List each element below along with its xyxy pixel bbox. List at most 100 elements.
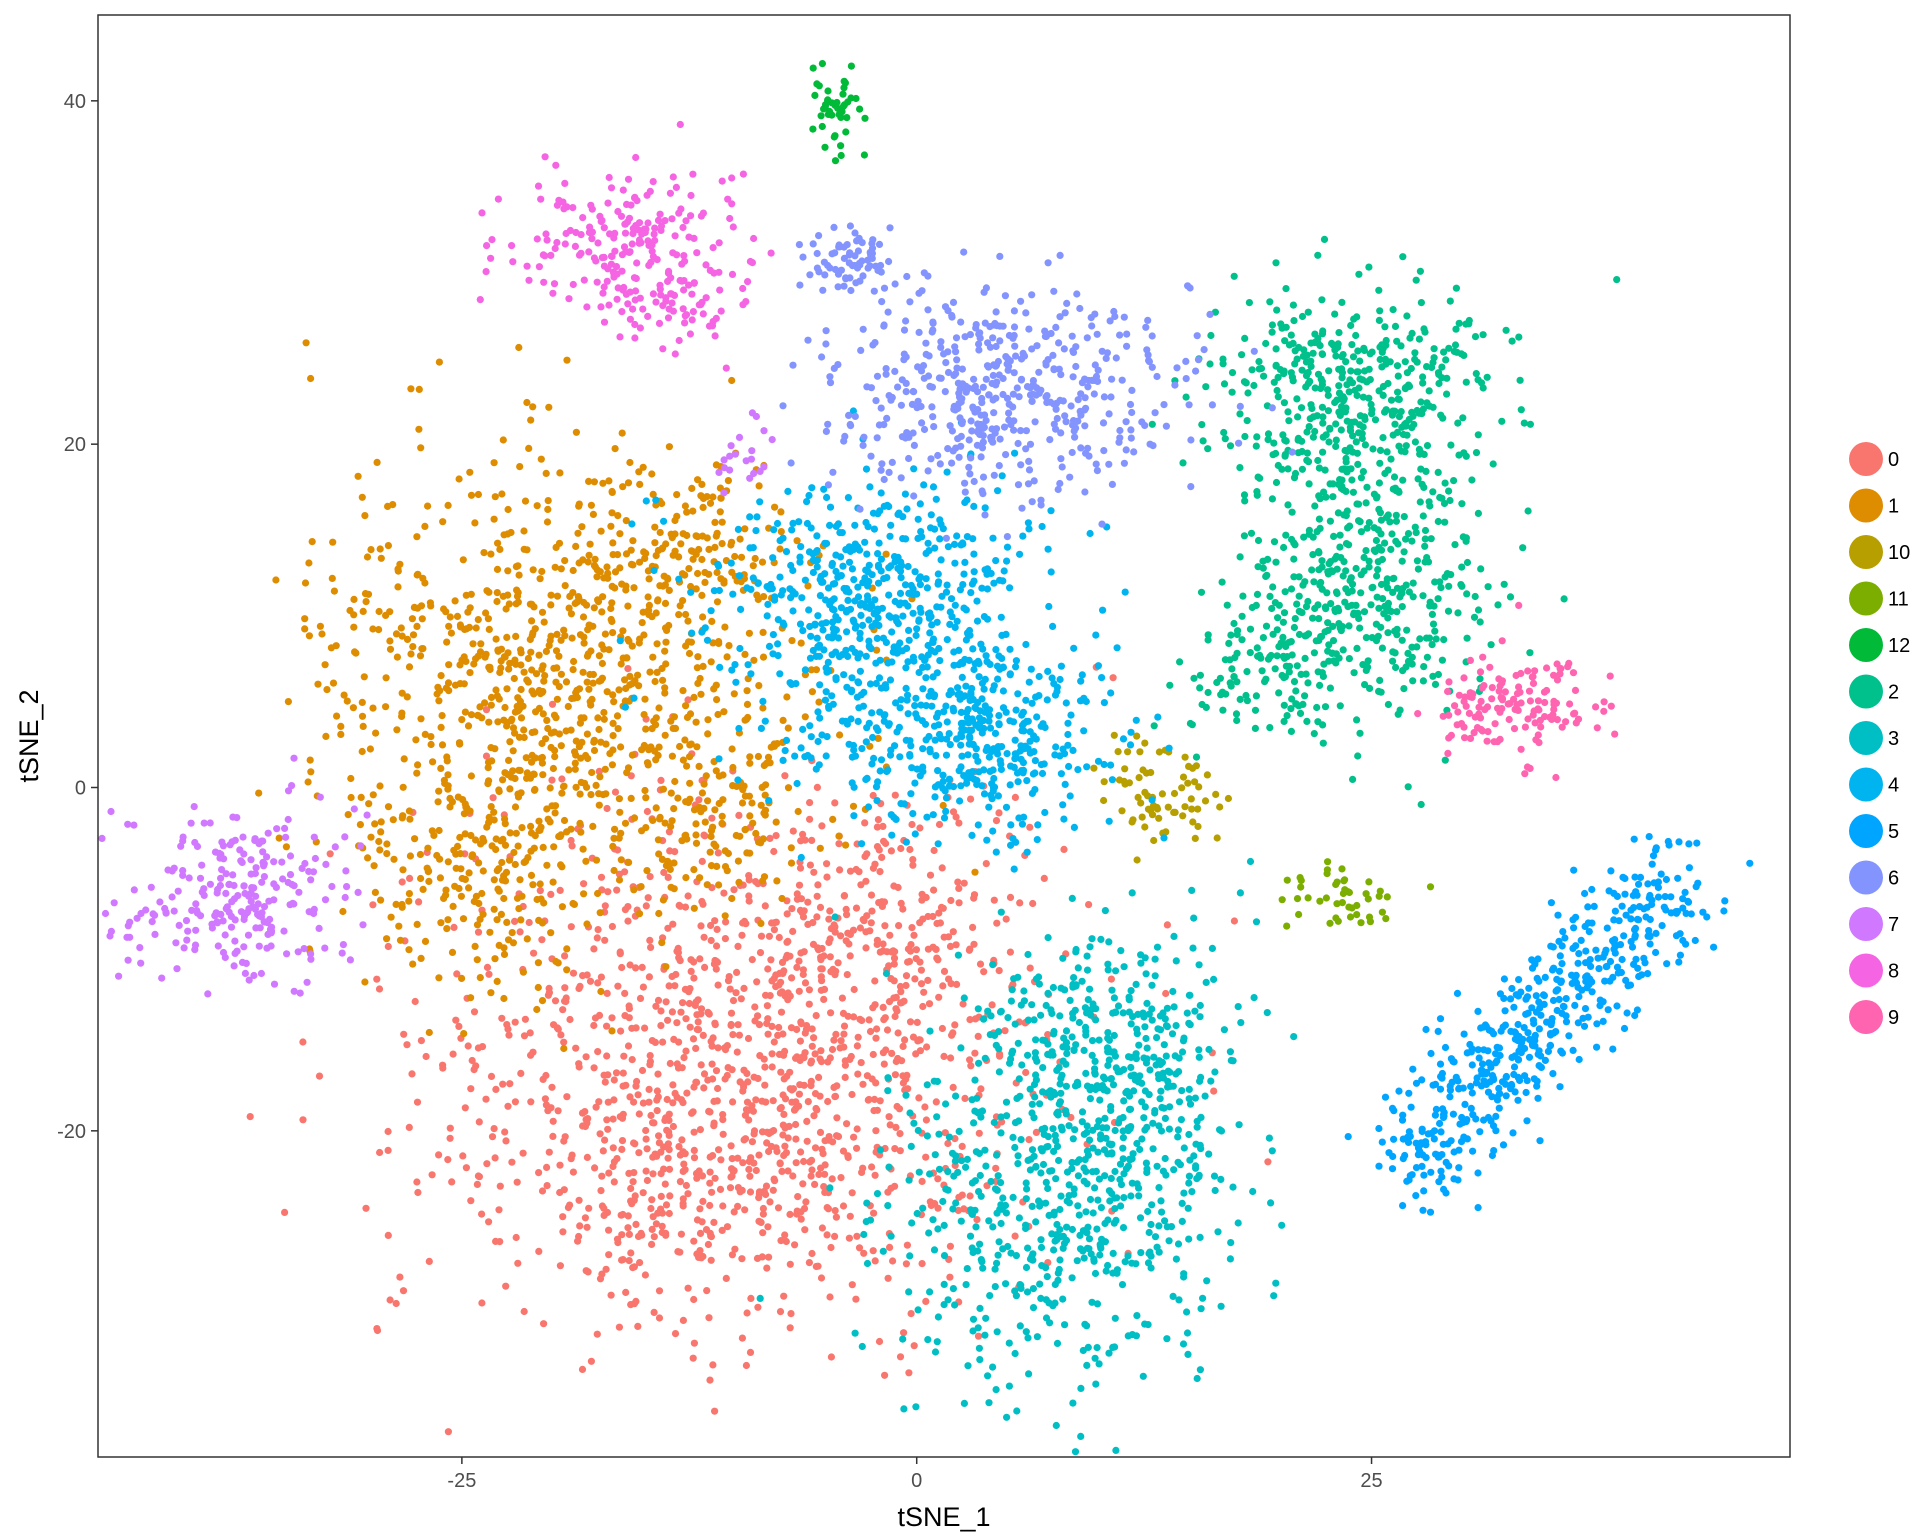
data-point (1141, 954, 1149, 962)
data-point (868, 1163, 876, 1171)
data-point (923, 1081, 931, 1089)
data-point (966, 1232, 975, 1240)
data-point (1136, 1072, 1144, 1080)
data-point (1374, 526, 1382, 534)
data-point (818, 122, 826, 131)
data-point (1434, 468, 1442, 476)
data-point (403, 635, 412, 644)
data-point (862, 928, 870, 936)
data-point (1345, 541, 1353, 549)
data-point (995, 1068, 1004, 1076)
data-point (376, 545, 384, 553)
data-point (766, 1198, 774, 1206)
data-point (698, 857, 706, 866)
data-point (574, 1237, 582, 1245)
data-point (651, 677, 659, 686)
data-point (538, 608, 547, 616)
data-point (671, 848, 679, 856)
data-point (1065, 1181, 1073, 1189)
data-point (1096, 1096, 1104, 1104)
data-point (1292, 700, 1300, 708)
data-point (1384, 614, 1392, 622)
data-point (405, 890, 413, 898)
cluster-10-points (1090, 731, 1232, 864)
data-point (508, 1158, 516, 1166)
data-point (636, 1259, 644, 1267)
data-point (608, 599, 616, 607)
data-point (831, 1092, 840, 1100)
data-point (1133, 1139, 1141, 1148)
data-point (608, 761, 617, 769)
data-point (561, 952, 569, 960)
data-point (501, 1128, 509, 1136)
data-point (1036, 1100, 1044, 1108)
data-point (500, 994, 508, 1003)
data-point (609, 842, 617, 851)
data-point (682, 610, 690, 619)
data-point (704, 1008, 712, 1017)
data-point (648, 1240, 656, 1248)
data-point (500, 894, 508, 903)
data-point (1324, 386, 1332, 394)
data-point (695, 762, 703, 771)
data-point (1241, 334, 1249, 342)
data-point (1443, 374, 1451, 382)
data-point (657, 1205, 665, 1213)
data-point (730, 886, 738, 894)
data-point (1101, 907, 1109, 915)
data-point (644, 894, 652, 902)
data-point (465, 869, 473, 877)
data-point (575, 743, 584, 751)
data-point (474, 928, 483, 936)
data-point (1201, 797, 1210, 805)
data-point (859, 1164, 867, 1172)
data-point (315, 1072, 324, 1080)
data-point (1253, 590, 1262, 599)
data-point (1319, 739, 1327, 747)
data-point (1285, 662, 1294, 670)
data-point (904, 562, 912, 571)
data-point (1233, 630, 1241, 639)
data-point (1031, 1093, 1039, 1101)
data-point (1287, 638, 1295, 646)
data-point (707, 658, 715, 666)
data-point (568, 842, 576, 850)
data-point (933, 1338, 941, 1346)
data-point (721, 623, 729, 631)
data-point (1104, 1216, 1112, 1224)
data-point (1069, 1135, 1077, 1143)
data-point (1255, 358, 1263, 366)
data-point (1194, 805, 1202, 813)
data-point (506, 738, 514, 746)
data-point (743, 1069, 751, 1078)
data-point (1113, 1269, 1121, 1277)
data-point (415, 385, 423, 393)
data-point (505, 665, 513, 673)
data-point (842, 128, 850, 136)
data-point (1204, 636, 1212, 644)
data-point (560, 782, 568, 790)
data-point (919, 1204, 927, 1212)
data-point (1110, 1031, 1118, 1040)
data-point (1207, 1077, 1215, 1085)
data-point (669, 724, 677, 733)
data-point (745, 892, 753, 900)
data-point (1398, 423, 1406, 431)
data-point (866, 1216, 875, 1224)
data-point (863, 550, 871, 558)
data-point (1121, 765, 1129, 773)
data-point (1397, 408, 1405, 416)
data-point (1051, 1299, 1059, 1307)
data-point (1129, 1150, 1137, 1158)
data-point (1050, 1147, 1058, 1155)
data-point (1136, 748, 1144, 756)
data-point (745, 1165, 753, 1173)
data-point (760, 1187, 768, 1195)
data-point (413, 622, 421, 631)
data-point (1174, 1240, 1183, 1248)
data-point (981, 1054, 989, 1062)
data-point (482, 650, 490, 658)
data-point (487, 550, 495, 558)
data-point (1299, 581, 1307, 589)
data-point (831, 1232, 839, 1240)
